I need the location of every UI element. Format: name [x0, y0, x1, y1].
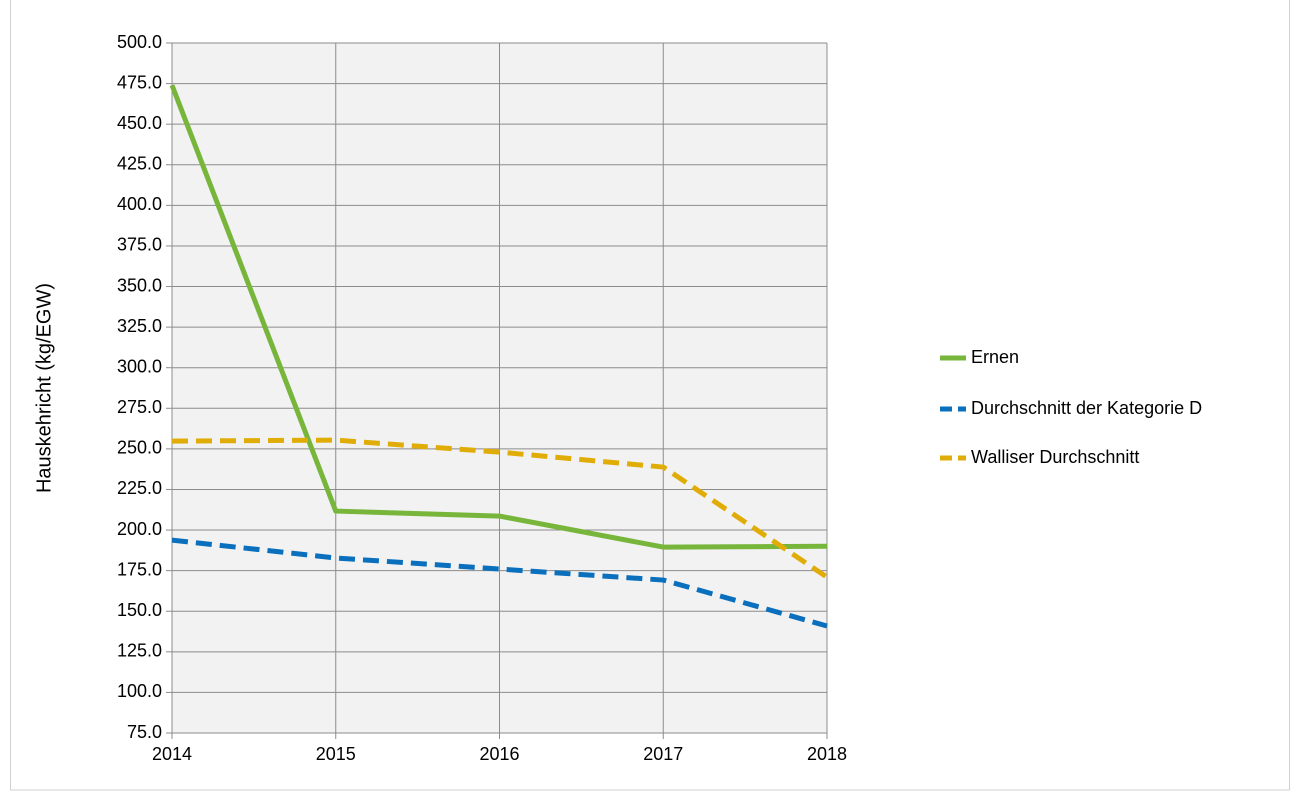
y-tick-label: 350.0 [117, 275, 162, 295]
legend-label: Durchschnitt der Kategorie D [971, 398, 1202, 418]
y-tick-label: 300.0 [117, 356, 162, 376]
series-line [171, 437, 829, 580]
y-tick-label: 325.0 [117, 316, 162, 336]
y-tick-label: 200.0 [117, 519, 162, 539]
y-axis-label: Hauskehricht (kg/EGW) [33, 283, 55, 493]
y-tick-label: 425.0 [117, 154, 162, 174]
y-tick-label: 450.0 [117, 113, 162, 133]
series-line [169, 84, 828, 550]
x-tick-label: 2014 [152, 744, 192, 764]
y-tick-label: 225.0 [117, 478, 162, 498]
y-tick-label: 100.0 [117, 681, 162, 701]
series-line [171, 537, 828, 629]
y-tick-label: 400.0 [117, 194, 162, 214]
y-tick-label: 125.0 [117, 641, 162, 661]
y-tick-label: 250.0 [117, 438, 162, 458]
y-tick-label: 150.0 [117, 600, 162, 620]
y-tick-label: 475.0 [117, 72, 162, 92]
x-tick-label: 2018 [807, 744, 847, 764]
x-tick-label: 2016 [479, 744, 519, 764]
y-tick-label: 175.0 [117, 559, 162, 579]
y-tick-label: 500.0 [117, 32, 162, 52]
y-tick-label: 375.0 [117, 235, 162, 255]
legend-label: Ernen [971, 347, 1019, 367]
y-tick-label: 275.0 [117, 397, 162, 417]
legend-label: Walliser Durchschnitt [971, 447, 1139, 467]
x-tick-label: 2017 [643, 744, 683, 764]
y-tick-label: 75.0 [127, 722, 162, 742]
x-tick-label: 2015 [316, 744, 356, 764]
